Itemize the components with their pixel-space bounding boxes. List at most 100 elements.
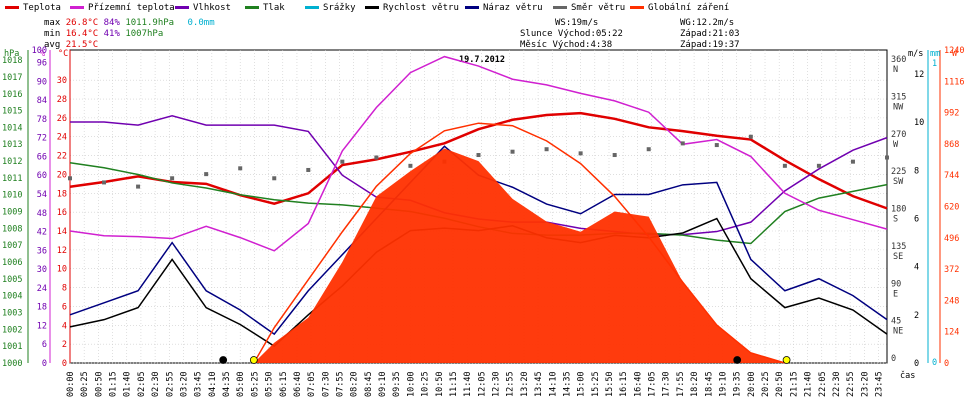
x-tick-label: 04:35 <box>222 371 232 397</box>
pressure-tick: 1009 <box>2 208 22 218</box>
x-tick-label: 09:10 <box>378 371 388 397</box>
humidity-tick: 96 <box>37 59 47 69</box>
x-tick-label: 01:40 <box>123 371 133 397</box>
humidity-tick: 72 <box>37 134 47 144</box>
humidity-tick: 90 <box>37 77 47 87</box>
x-tick-label: 22:30 <box>832 371 842 397</box>
x-tick-label: 20:25 <box>761 371 771 397</box>
stats-sunset: Západ:21:03 <box>680 29 740 39</box>
direction-tick-label: SW <box>893 177 904 187</box>
wind-direction-point <box>68 176 72 181</box>
humidity-tick: 54 <box>37 190 47 200</box>
legend-label: Globální záření <box>648 3 730 13</box>
direction-tick-label: W <box>893 140 899 150</box>
x-tick-label: 22:55 <box>846 371 856 397</box>
x-tick-label: 03:20 <box>179 371 189 397</box>
radiation-tick: 620 <box>944 203 959 213</box>
radiation-tick: 868 <box>944 140 959 150</box>
humidity-tick: 12 <box>37 321 47 331</box>
legend: Teplota Přízemní teplota Vlhkost Tlak Srážky… <box>0 0 966 14</box>
x-tick-label: 08:20 <box>350 371 360 397</box>
rain-tick: 1 <box>932 59 937 69</box>
temperature-tick: 16 <box>57 208 67 218</box>
x-tick-label: 16:40 <box>633 371 643 397</box>
wind-tick: 4 <box>914 263 919 273</box>
wind-direction-point <box>272 176 277 181</box>
legend-item: Vlhkost <box>175 3 231 13</box>
legend-swatch <box>5 6 19 9</box>
legend-label: Náraz větru <box>483 3 543 13</box>
direction-tick: 0 <box>891 354 896 364</box>
x-tick-label: 23:20 <box>860 371 870 397</box>
x-tick-label: 16:15 <box>619 371 629 397</box>
temperature-tick: 0 <box>62 359 67 369</box>
temperature-tick: 26 <box>57 114 67 124</box>
wind-direction-point <box>238 166 243 171</box>
x-tick-label: 15:25 <box>591 371 601 397</box>
x-tick-label: 05:00 <box>236 371 246 397</box>
x-tick-label: 17:05 <box>648 371 658 397</box>
wind-direction-point <box>408 163 413 168</box>
legend-swatch <box>305 6 319 9</box>
radiation-unit: W <box>952 49 958 59</box>
stats-min: min 16.4°C 41% 1007hPa <box>44 29 164 39</box>
stats-max: max 26.8°C 84% 1011.9hPa 0.0mm <box>44 18 215 28</box>
wind-direction-point <box>782 163 787 168</box>
direction-tick: 270 <box>891 130 906 140</box>
wind-direction-point <box>885 155 889 160</box>
wind-tick: 8 <box>914 166 919 176</box>
humidity-tick: 30 <box>37 265 47 275</box>
legend-label: Přízemní teplota <box>88 3 175 13</box>
wind-direction-point <box>306 167 311 172</box>
legend-swatch <box>70 6 84 9</box>
x-tick-label: 10:00 <box>406 371 416 397</box>
x-tick-label: 15:00 <box>577 371 587 397</box>
radiation-tick: 1116 <box>944 77 964 87</box>
x-tick-label: 10:50 <box>435 371 445 397</box>
x-tick-label: 06:40 <box>293 371 303 397</box>
legend-item: Srážky <box>305 3 356 13</box>
x-tick-label: 12:05 <box>477 371 487 397</box>
direction-tick-label: NW <box>893 102 904 112</box>
temperature-tick: 24 <box>57 133 67 143</box>
pressure-tick: 1013 <box>2 140 22 150</box>
x-tick-label: 17:55 <box>676 371 686 397</box>
x-tick-label: 07:55 <box>335 371 345 397</box>
temperature-unit: °C <box>58 49 68 59</box>
legend-swatch <box>175 6 189 9</box>
radiation-tick: 744 <box>944 171 959 181</box>
x-tick-label: 21:40 <box>804 371 814 397</box>
x-tick-label: 05:25 <box>250 371 260 397</box>
radiation-tick: 124 <box>944 328 959 338</box>
pressure-tick: 1002 <box>2 325 22 335</box>
temperature-tick: 20 <box>57 170 67 180</box>
x-tick-label: 08:45 <box>364 371 374 397</box>
humidity-tick: 36 <box>37 246 47 256</box>
wind-tick: 2 <box>914 311 919 321</box>
radiation-tick: 372 <box>944 265 959 275</box>
legend-item: Teplota <box>5 3 61 13</box>
legend-label: Tlak <box>263 3 285 13</box>
series-line <box>69 111 888 210</box>
wind-direction-point <box>170 176 175 181</box>
legend-label: Směr větru <box>571 3 626 13</box>
legend-item: Přízemní teplota <box>70 3 175 13</box>
legend-label: Teplota <box>23 3 61 13</box>
temperature-tick: 4 <box>62 321 67 331</box>
pressure-tick: 1007 <box>2 241 22 251</box>
wind-direction-point <box>102 180 107 185</box>
direction-tick-label: NE <box>893 327 903 337</box>
pressure-tick: 1006 <box>2 258 22 268</box>
wind-tick: 10 <box>914 118 924 128</box>
pressure-tick: 1018 <box>2 56 22 66</box>
legend-item: Náraz větru <box>465 3 543 13</box>
legend-item: Globální záření <box>630 3 729 13</box>
wind-direction-point <box>476 153 481 158</box>
temperature-tick: 2 <box>62 340 67 350</box>
temperature-tick: 8 <box>62 284 67 294</box>
legend-label: Srážky <box>323 3 356 13</box>
moonset-marker <box>733 356 742 364</box>
x-tick-label: 19:35 <box>733 371 743 397</box>
moonrise-marker <box>219 356 228 364</box>
x-tick-label: 06:15 <box>279 371 289 397</box>
